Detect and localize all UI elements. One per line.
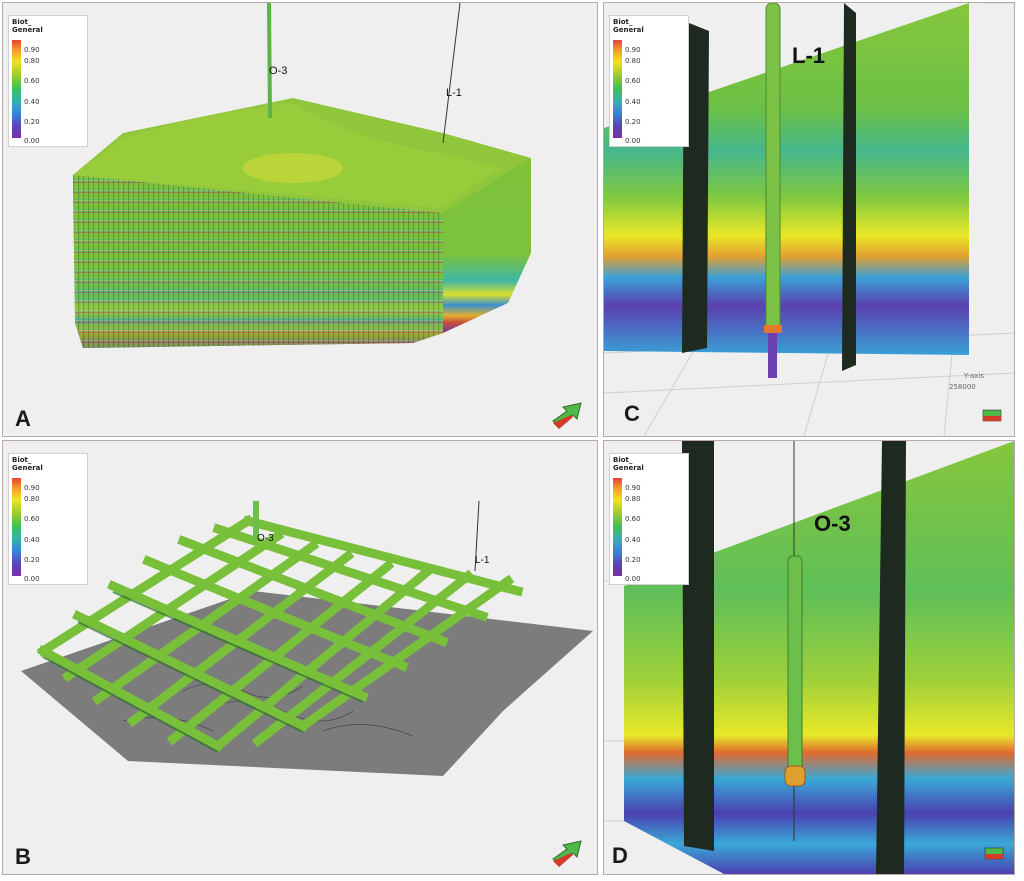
legend-tick: 0.40	[625, 98, 641, 106]
legend-tick: 0.90	[625, 484, 641, 492]
legend-color-bar	[613, 478, 622, 576]
legend-color-bar	[12, 40, 21, 138]
legend-tick: 0.00	[625, 575, 641, 583]
legend-tick: 0.60	[24, 515, 40, 523]
legend-title: Biot_ General	[12, 18, 43, 34]
panel-d[interactable]: Biot_ General 0.90 0.80 0.60 0.40 0.20 0.…	[603, 440, 1015, 875]
panel-label-b: B	[15, 844, 31, 869]
legend-tick: 0.40	[625, 536, 641, 544]
legend-tick: 0.40	[24, 98, 40, 106]
well-label-o3: O-3	[814, 511, 851, 536]
legend-tick: 0.90	[24, 46, 40, 54]
legend-color-bar	[613, 40, 622, 138]
legend-tick: 0.20	[24, 118, 40, 126]
legend-tick: 0.60	[625, 515, 641, 523]
axis-value: 258000	[949, 383, 976, 391]
legend-tick: 0.60	[24, 77, 40, 85]
color-legend: Biot_ General 0.90 0.80 0.60 0.40 0.20 0.…	[8, 453, 88, 585]
legend-tick: 0.80	[24, 57, 40, 65]
panel-label-c: C	[624, 401, 640, 426]
legend-tick: 0.00	[24, 137, 40, 145]
panel-c[interactable]: Biot_ General 0.90 0.80 0.60 0.40 0.20 0.…	[603, 2, 1015, 437]
legend-tick: 0.80	[24, 495, 40, 503]
legend-title: Biot_ General	[12, 456, 43, 472]
color-legend: Biot_ General 0.90 0.80 0.60 0.40 0.20 0.…	[8, 15, 88, 147]
legend-title: Biot_ General	[613, 18, 644, 34]
orientation-cube-icon[interactable]	[984, 845, 1006, 861]
legend-tick: 0.00	[625, 137, 641, 145]
well-label-o3: O-3	[269, 65, 288, 77]
panel-label-d: D	[612, 843, 628, 868]
well-label-l1: L-1	[475, 555, 490, 566]
orientation-arrow-icon[interactable]	[549, 839, 585, 867]
legend-title: Biot_ General	[613, 456, 644, 472]
orientation-arrow-icon[interactable]	[549, 401, 585, 429]
legend-color-bar	[12, 478, 21, 576]
axis-label: Y-axis	[964, 372, 984, 380]
well-label-o3: O-3	[257, 533, 274, 544]
legend-tick: 0.80	[625, 495, 641, 503]
orientation-cube-icon[interactable]	[982, 407, 1004, 423]
well-label-l1: L-1	[792, 43, 825, 68]
legend-tick: 0.20	[625, 118, 641, 126]
well-label-l1: L-1	[446, 87, 462, 99]
legend-tick: 0.20	[625, 556, 641, 564]
legend-tick: 0.40	[24, 536, 40, 544]
color-legend: Biot_ General 0.90 0.80 0.60 0.40 0.20 0.…	[609, 453, 689, 585]
legend-tick: 0.90	[625, 46, 641, 54]
legend-tick: 0.00	[24, 575, 40, 583]
panel-a[interactable]: Biot_ General 0.90 0.80 0.60 0.40 0.20 0.…	[2, 2, 598, 437]
legend-tick: 0.20	[24, 556, 40, 564]
panel-d-3d-view[interactable]	[604, 441, 1014, 874]
panel-a-3d-model[interactable]	[3, 3, 597, 436]
color-legend: Biot_ General 0.90 0.80 0.60 0.40 0.20 0.…	[609, 15, 689, 147]
panel-b[interactable]: Biot_ General 0.90 0.80 0.60 0.40 0.20 0.…	[2, 440, 598, 875]
panel-b-3d-grid[interactable]	[3, 441, 597, 874]
panel-c-3d-view[interactable]	[604, 3, 1014, 436]
legend-tick: 0.90	[24, 484, 40, 492]
legend-tick: 0.60	[625, 77, 641, 85]
panel-label-a: A	[15, 406, 31, 431]
legend-tick: 0.80	[625, 57, 641, 65]
